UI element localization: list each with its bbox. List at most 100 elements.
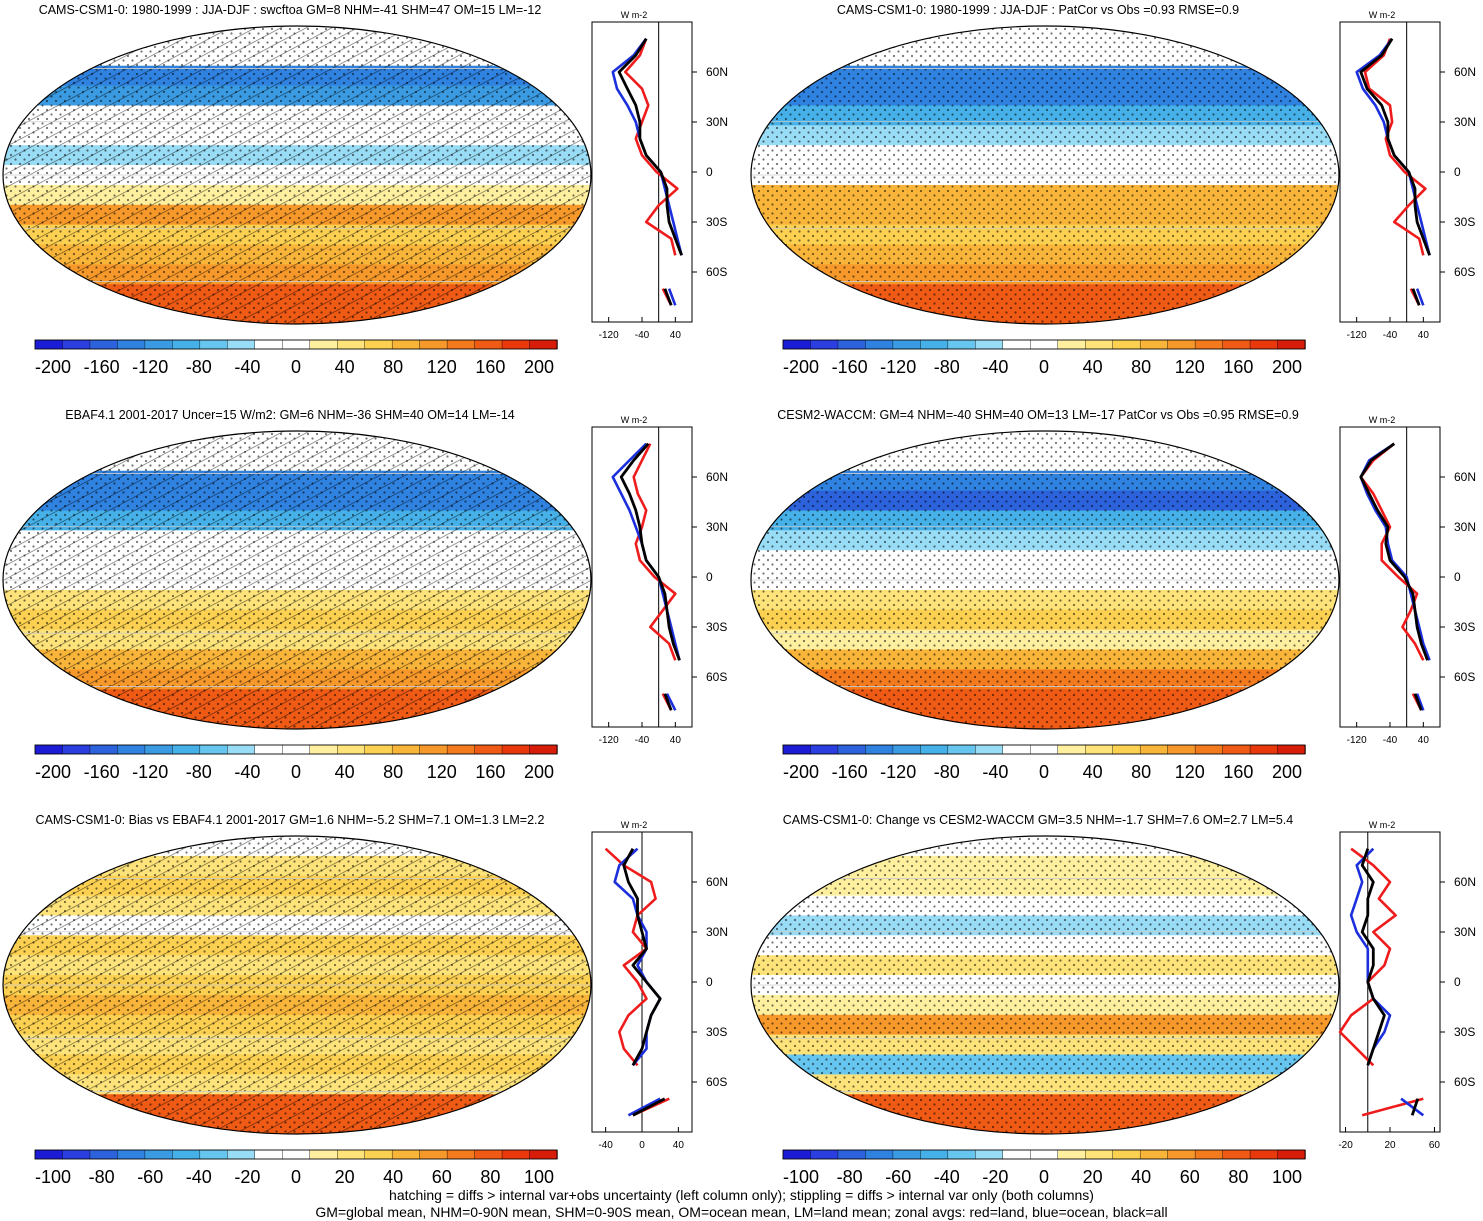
colorbar-tick-label: 80 [383, 762, 403, 782]
colorbar: -200 -160 -120 -80 -40 0 40 80 120 160 200 [34, 744, 558, 782]
zonal-lat-label: 60N [1454, 65, 1476, 79]
colorbar-tick-label: 200 [1272, 357, 1302, 377]
colorbar-tick-label: 40 [1083, 762, 1103, 782]
map-outline [2, 430, 592, 730]
zonal-x-label: -40 [1383, 735, 1398, 746]
colorbar-swatch [1057, 339, 1086, 350]
colorbar-tick-label: 0 [1039, 1167, 1049, 1187]
zonal-lat-label: 0 [1454, 570, 1461, 584]
map-outline [750, 430, 1340, 730]
colorbar-swatch [227, 339, 256, 350]
zonal-frame [1339, 426, 1441, 728]
zonal-mean-panel: W m-2 60N 30N 0 30S 60S -120 -40 40 [591, 415, 728, 746]
colorbar-swatch [1222, 1149, 1251, 1160]
colorbar-swatch [1139, 744, 1169, 755]
colorbar-swatch [1112, 744, 1141, 755]
colorbar-swatch [172, 339, 201, 350]
zonal-x-label: 40 [670, 735, 682, 746]
zonal-lat-label: 60S [1454, 670, 1475, 684]
colorbar-swatch [474, 339, 503, 350]
colorbar-tick-label: 120 [1175, 762, 1205, 782]
colorbar-tick-label: 40 [383, 1167, 403, 1187]
colorbar-swatch [1085, 1149, 1114, 1160]
colorbar-tick-label: 60 [1180, 1167, 1200, 1187]
figure-canvas: CAMS-CSM1-0: 1980-1999 : JJA-DJF : swcft… [2, 3, 1476, 1187]
colorbar-tick-label: 40 [1083, 357, 1103, 377]
colorbar-frame [34, 339, 558, 350]
colorbar-swatch [309, 744, 338, 755]
colorbar-swatch [1167, 1149, 1196, 1160]
zonal-x-label: -120 [1347, 330, 1367, 341]
map-outline [750, 25, 1340, 325]
map-field [3, 26, 591, 324]
colorbar-tick-label: 40 [335, 762, 355, 782]
colorbar-swatch [282, 744, 311, 755]
colorbar-swatch [227, 744, 256, 755]
zonal-x-label: -20 [1338, 1140, 1353, 1151]
colorbar-swatch [62, 339, 91, 350]
footnote-line-1: hatching = diffs > internal var+obs unce… [389, 1187, 1094, 1203]
colorbar: -100 -80 -60 -40 -20 0 20 40 60 80 100 [34, 1149, 558, 1187]
panel-title: CAMS-CSM1-0: 1980-1999 : JJA-DJF : swcft… [39, 3, 542, 17]
colorbar-tick-label: 100 [1272, 1167, 1302, 1187]
zonal-lat-label: 30N [706, 925, 728, 939]
colorbar-swatch [419, 744, 448, 755]
colorbar-tick-label: -40 [234, 762, 260, 782]
colorbar-swatch [337, 1149, 366, 1160]
colorbar-tick-label: 80 [480, 1167, 500, 1187]
panel-6: CAMS-CSM1-0: Change vs CESM2-WACCM GM=3.… [750, 813, 1476, 1187]
zonal-lat-label: 0 [1454, 165, 1461, 179]
panel-1: CAMS-CSM1-0: 1980-1999 : JJA-DJF : swcft… [2, 3, 728, 377]
zonal-line-all [1360, 848, 1420, 1116]
colorbar-swatch [1112, 1149, 1141, 1160]
zonal-lat-label: 30S [1454, 1025, 1475, 1039]
zonal-lat-label: 60S [706, 1075, 727, 1089]
panel-title: CAMS-CSM1-0: 1980-1999 : JJA-DJF : PatCo… [837, 3, 1239, 17]
colorbar: -100 -80 -60 -40 -20 0 20 40 60 80 100 [782, 1149, 1306, 1187]
colorbar-tick-label: -60 [137, 1167, 163, 1187]
colorbar-frame [782, 744, 1306, 755]
colorbar-frame [34, 1149, 558, 1160]
colorbar-swatch [144, 744, 174, 755]
colorbar-swatch [1057, 1149, 1086, 1160]
zonal-x-label: -120 [599, 735, 619, 746]
colorbar-tick-label: 200 [524, 357, 554, 377]
colorbar-swatch [62, 744, 91, 755]
zonal-lat-label: 30S [706, 215, 727, 229]
colorbar-swatch [837, 1149, 867, 1160]
zonal-x-label: -120 [1347, 735, 1367, 746]
colorbar-swatch [144, 1149, 174, 1160]
colorbar-swatch [1249, 1149, 1279, 1160]
zonal-mean-panel: W m-2 60N 30N 0 30S 60S -20 20 60 [1338, 820, 1476, 1151]
colorbar-tick-label: 0 [1039, 762, 1049, 782]
colorbar-swatch [474, 744, 503, 755]
colorbar-swatch [1030, 1149, 1059, 1160]
colorbar-swatch [810, 1149, 839, 1160]
colorbar-swatch [1085, 744, 1114, 755]
colorbar-tick-label: 160 [1223, 357, 1253, 377]
zonal-lat-label: 30N [706, 115, 728, 129]
map-field [3, 431, 591, 729]
zonal-x-label: 60 [1429, 1140, 1441, 1151]
colorbar-tick-label: 160 [1223, 762, 1253, 782]
colorbar-swatch [144, 339, 174, 350]
colorbar-swatch [1139, 339, 1169, 350]
colorbar-frame [782, 339, 1306, 350]
colorbar-tick-label: -20 [234, 1167, 260, 1187]
colorbar: -200 -160 -120 -80 -40 0 40 80 120 160 200 [782, 339, 1306, 377]
colorbar-swatch [1085, 339, 1114, 350]
colorbar-tick-label: 200 [1272, 762, 1302, 782]
zonal-lat-label: 60S [706, 265, 727, 279]
colorbar-tick-label: -40 [982, 762, 1008, 782]
colorbar-tick-label: 0 [291, 357, 301, 377]
zonal-unit-label: W m-2 [621, 415, 648, 425]
zonal-unit-label: W m-2 [621, 10, 648, 20]
colorbar-swatch [975, 339, 1004, 350]
panel-title: CAMS-CSM1-0: Change vs CESM2-WACCM GM=3.… [783, 813, 1294, 827]
colorbar-tick-label: -40 [934, 1167, 960, 1187]
colorbar-tick-label: 100 [524, 1167, 554, 1187]
zonal-frame [591, 426, 693, 728]
zonal-lat-label: 60N [1454, 470, 1476, 484]
colorbar-swatch [227, 1149, 256, 1160]
map-field [751, 431, 1339, 729]
